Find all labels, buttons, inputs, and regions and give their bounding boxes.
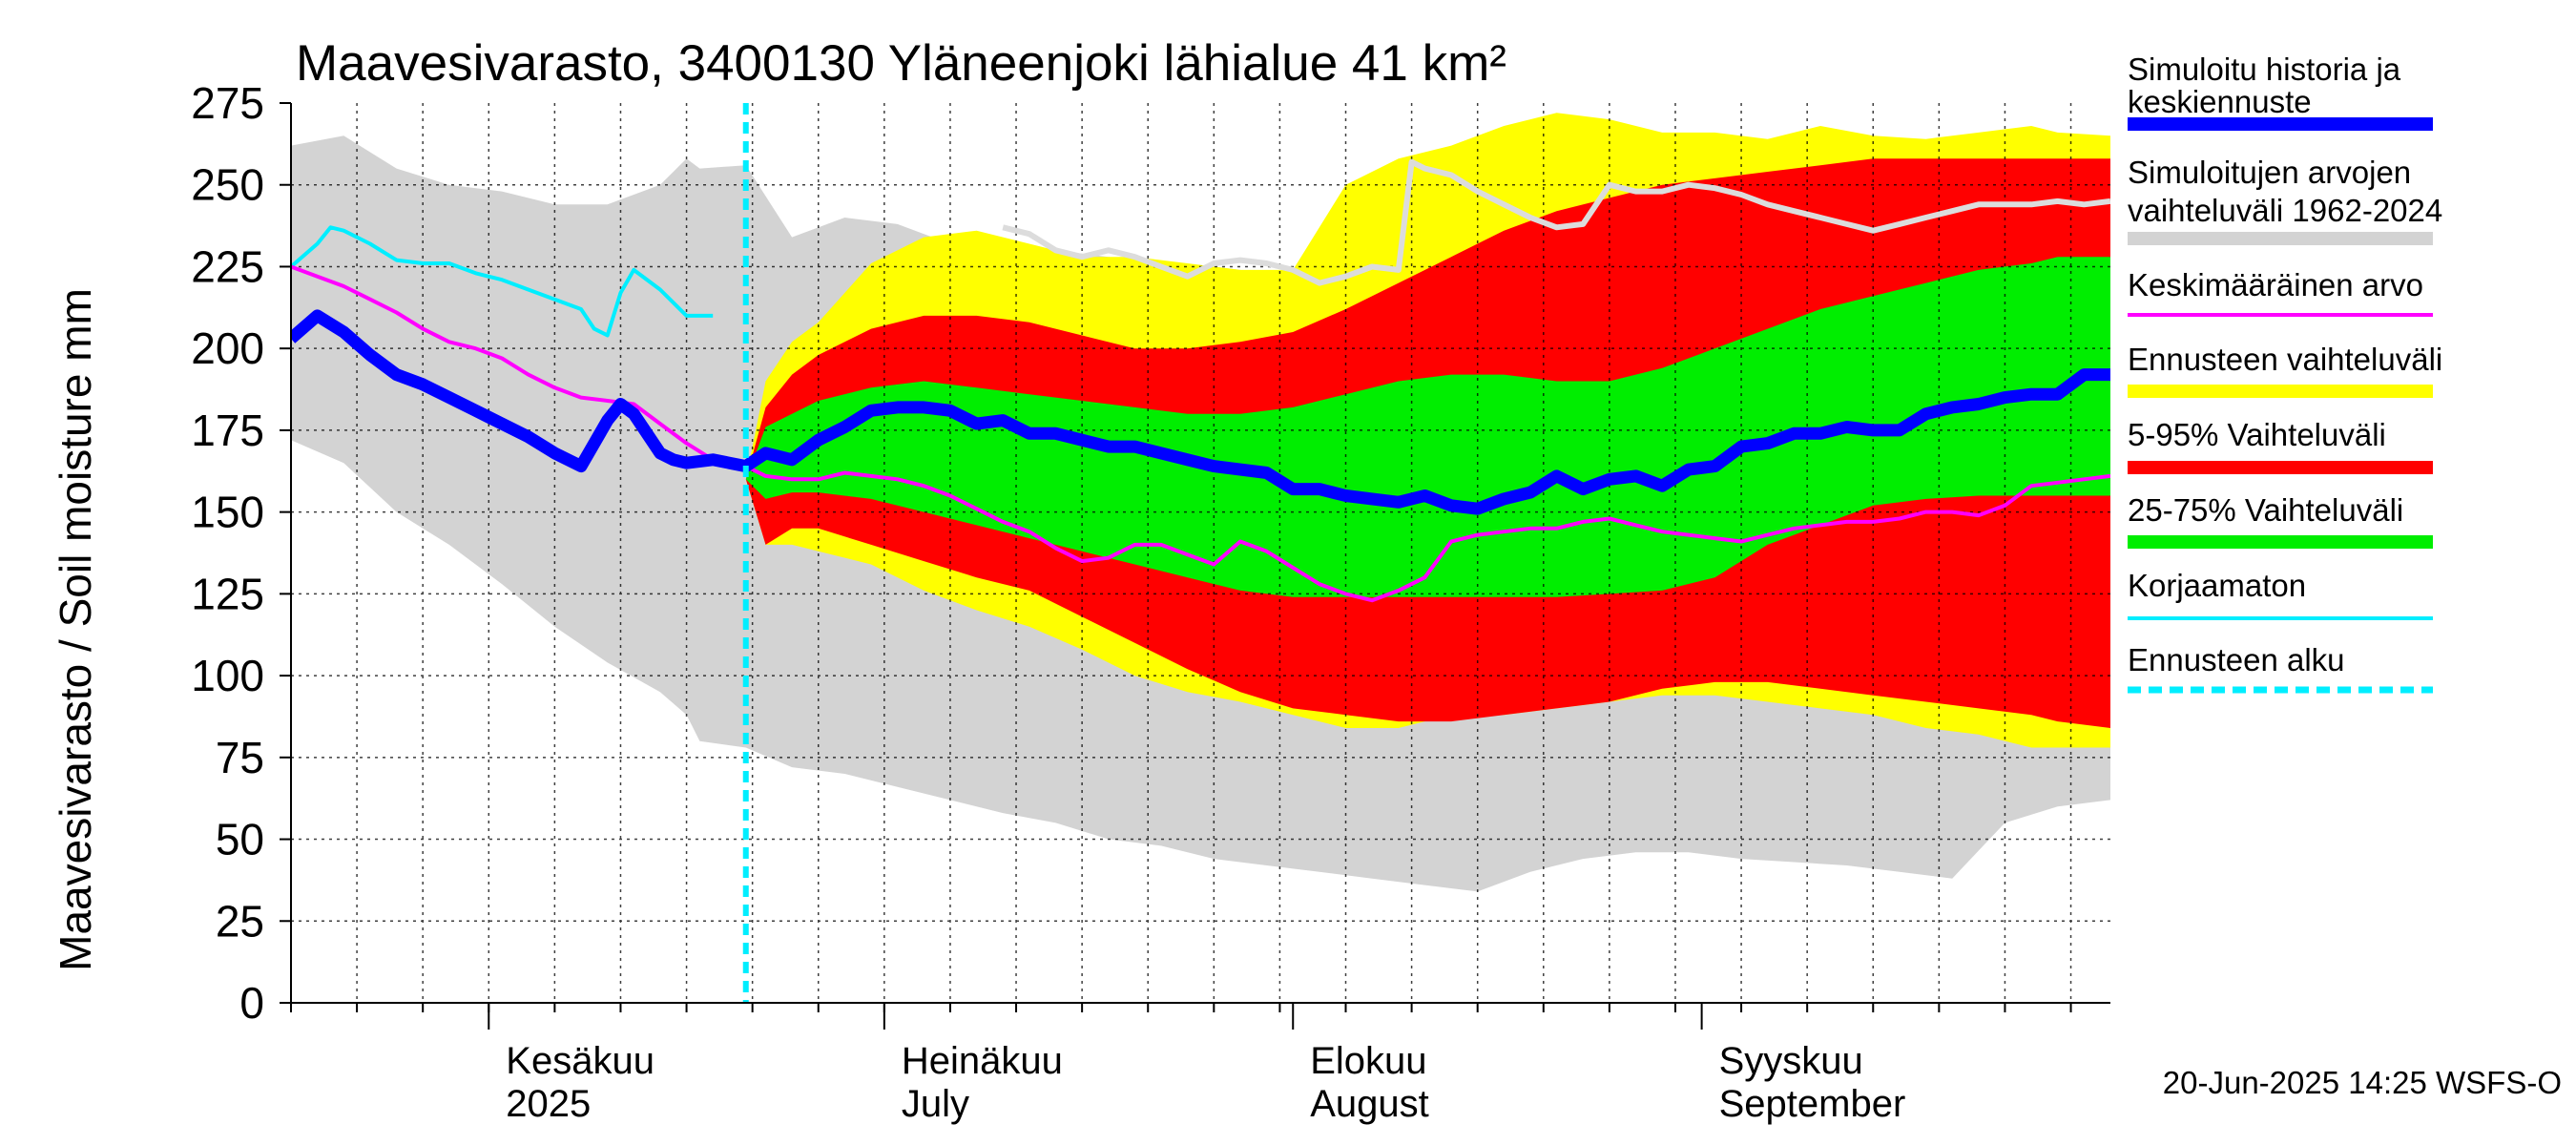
legend-label-line2: vaihteluväli 1962-2024 xyxy=(2128,193,2442,228)
month-label-en: September xyxy=(1719,1083,1906,1125)
legend-label: Simuloitujen arvojen xyxy=(2128,155,2411,190)
y-tick-label: 0 xyxy=(239,978,264,1028)
y-tick-label: 75 xyxy=(216,733,264,782)
y-tick-label: 150 xyxy=(191,488,264,537)
plot-content xyxy=(291,103,2110,1003)
legend-label: Korjaamaton xyxy=(2128,568,2306,603)
series-uncorrected xyxy=(291,225,714,338)
legend-label: 25-75% Vaihteluväli xyxy=(2128,492,2403,528)
chart-title: Maavesivarasto, 3400130 Yläneenjoki lähi… xyxy=(296,35,1506,92)
timestamp-footer: 20-Jun-2025 14:25 WSFS-O xyxy=(2163,1065,2562,1100)
y-tick-label: 275 xyxy=(191,78,264,128)
month-label-en: 2025 xyxy=(506,1083,591,1125)
month-label-fi: Syyskuu xyxy=(1719,1040,1863,1082)
y-tick-label: 225 xyxy=(191,241,264,291)
month-label-fi: Elokuu xyxy=(1310,1040,1426,1082)
legend-label: Keskimääräinen arvo xyxy=(2128,267,2423,302)
y-tick-label: 50 xyxy=(216,815,264,864)
y-axis-label: Maavesivarasto / Soil moisture mm xyxy=(51,288,100,971)
y-tick-label: 25 xyxy=(216,896,264,946)
legend-label: Ennusteen vaihteluväli xyxy=(2128,342,2442,377)
month-label-fi: Kesäkuu xyxy=(506,1040,654,1082)
plot-area xyxy=(291,103,2110,1003)
y-tick-label: 200 xyxy=(191,323,264,373)
legend-label: 5-95% Vaihteluväli xyxy=(2128,417,2386,452)
month-label-fi: Heinäkuu xyxy=(902,1040,1063,1082)
y-tick-label: 100 xyxy=(191,651,264,700)
grid-lines xyxy=(291,103,2110,1003)
series-median-forecast xyxy=(291,309,2110,515)
legend-label: Ennusteen alku xyxy=(2128,642,2345,677)
month-label-en: August xyxy=(1310,1083,1429,1125)
legend-label-line2: keskiennuste xyxy=(2128,84,2312,119)
axes: 0 25 50 75 100 125 150 175 200 225 250 275 Kesäkuu20… xyxy=(191,78,2110,1125)
series-simulated-range-line xyxy=(1002,158,2110,286)
y-tick-label: 175 xyxy=(191,406,264,455)
y-tick-label: 250 xyxy=(191,160,264,210)
legend-label: Simuloitu historia ja xyxy=(2128,52,2401,87)
month-label-en: July xyxy=(902,1083,969,1125)
series-mean xyxy=(291,264,2110,603)
y-tick-label: 125 xyxy=(191,569,264,618)
